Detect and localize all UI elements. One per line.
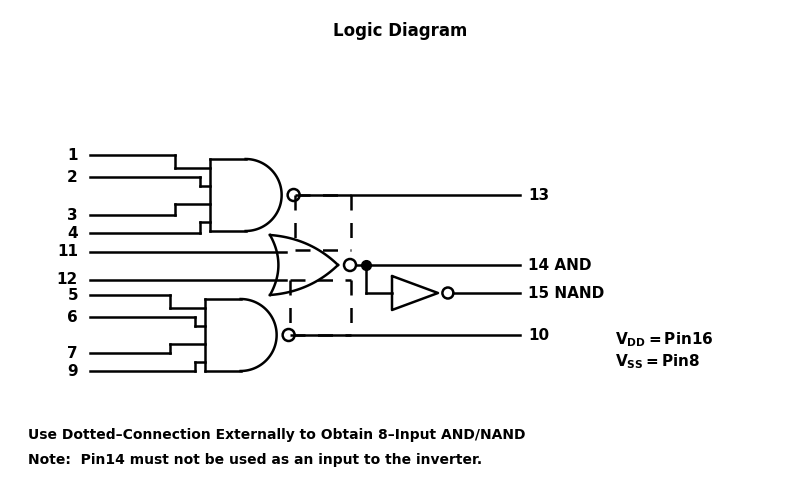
Text: 5: 5 [67, 288, 78, 302]
Text: 2: 2 [67, 170, 78, 184]
Text: 1: 1 [67, 148, 78, 162]
Text: $\mathbf{V_{SS}}$$\mathbf{ = Pin8}$: $\mathbf{V_{SS}}$$\mathbf{ = Pin8}$ [615, 352, 701, 372]
Text: $\mathbf{V_{DD}}$$\mathbf{ = Pin16}$: $\mathbf{V_{DD}}$$\mathbf{ = Pin16}$ [615, 330, 714, 349]
Text: Note:  Pin14 must not be used as an input to the inverter.: Note: Pin14 must not be used as an input… [28, 453, 482, 467]
Text: 12: 12 [57, 272, 78, 287]
Text: 14 AND: 14 AND [528, 258, 591, 272]
Text: Use Dotted–Connection Externally to Obtain 8–Input AND/NAND: Use Dotted–Connection Externally to Obta… [28, 428, 526, 442]
Text: 7: 7 [67, 346, 78, 360]
Text: 3: 3 [67, 208, 78, 222]
Text: 10: 10 [528, 328, 549, 342]
Text: 11: 11 [57, 244, 78, 260]
Text: 13: 13 [528, 188, 549, 202]
Text: 15 NAND: 15 NAND [528, 286, 604, 300]
Text: 4: 4 [67, 226, 78, 240]
Text: 9: 9 [67, 364, 78, 378]
Text: 6: 6 [67, 310, 78, 324]
Text: Logic Diagram: Logic Diagram [333, 22, 467, 40]
